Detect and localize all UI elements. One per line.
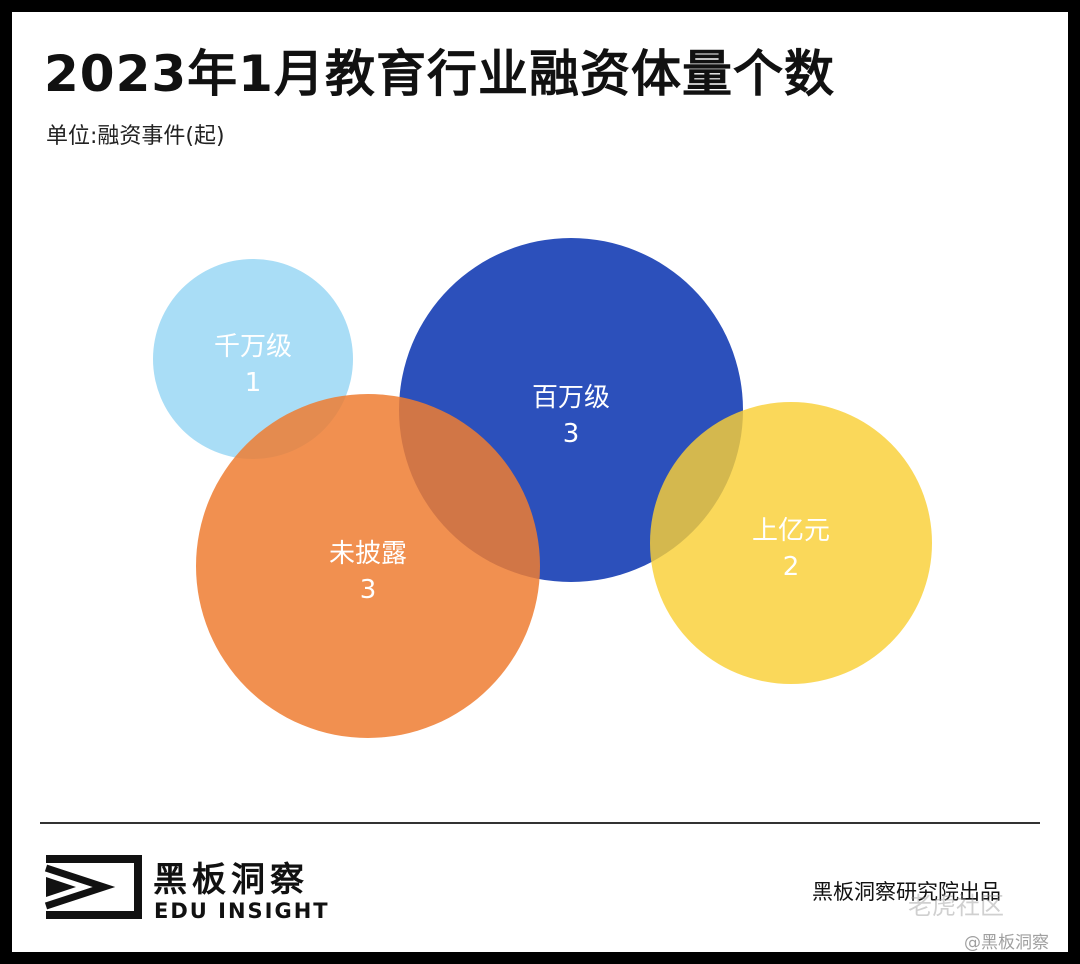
bubble-chart: 千万级 1 百万级 3 未披露 3 上亿元 2	[153, 238, 932, 738]
bubble-label-series-1: 百万级	[532, 383, 610, 413]
bubble-value-series-3: 2	[783, 552, 800, 582]
brand-name-en: EDU INSIGHT	[154, 899, 330, 923]
credit-text: 黑板洞察研究院出品	[812, 880, 1001, 904]
bubble-label-series-0: 千万级	[214, 332, 292, 362]
chart-card: 2023年1月教育行业融资体量个数 单位:融资事件(起) 千万级 1 百万级 3 未披露…	[12, 12, 1068, 953]
community-watermark: 老虎社区	[908, 892, 1004, 920]
chart-subtitle: 单位:融资事件(起)	[46, 124, 225, 149]
bubble-series-3	[650, 402, 932, 684]
bubble-value-series-0: 1	[245, 368, 262, 398]
chart-title: 2023年1月教育行业融资体量个数	[44, 45, 835, 103]
bubble-value-series-2: 3	[360, 575, 377, 605]
bubble-value-series-1: 3	[563, 419, 580, 449]
bubble-label-series-3: 上亿元	[752, 516, 830, 546]
brand-name-cn: 黑板洞察	[153, 860, 309, 900]
divider-line	[40, 822, 1040, 824]
account-watermark: @黑板洞察	[964, 933, 1049, 953]
eye-logo-icon	[44, 855, 142, 919]
bubble-series-2	[196, 394, 540, 738]
bubble-label-series-2: 未披露	[329, 539, 407, 569]
